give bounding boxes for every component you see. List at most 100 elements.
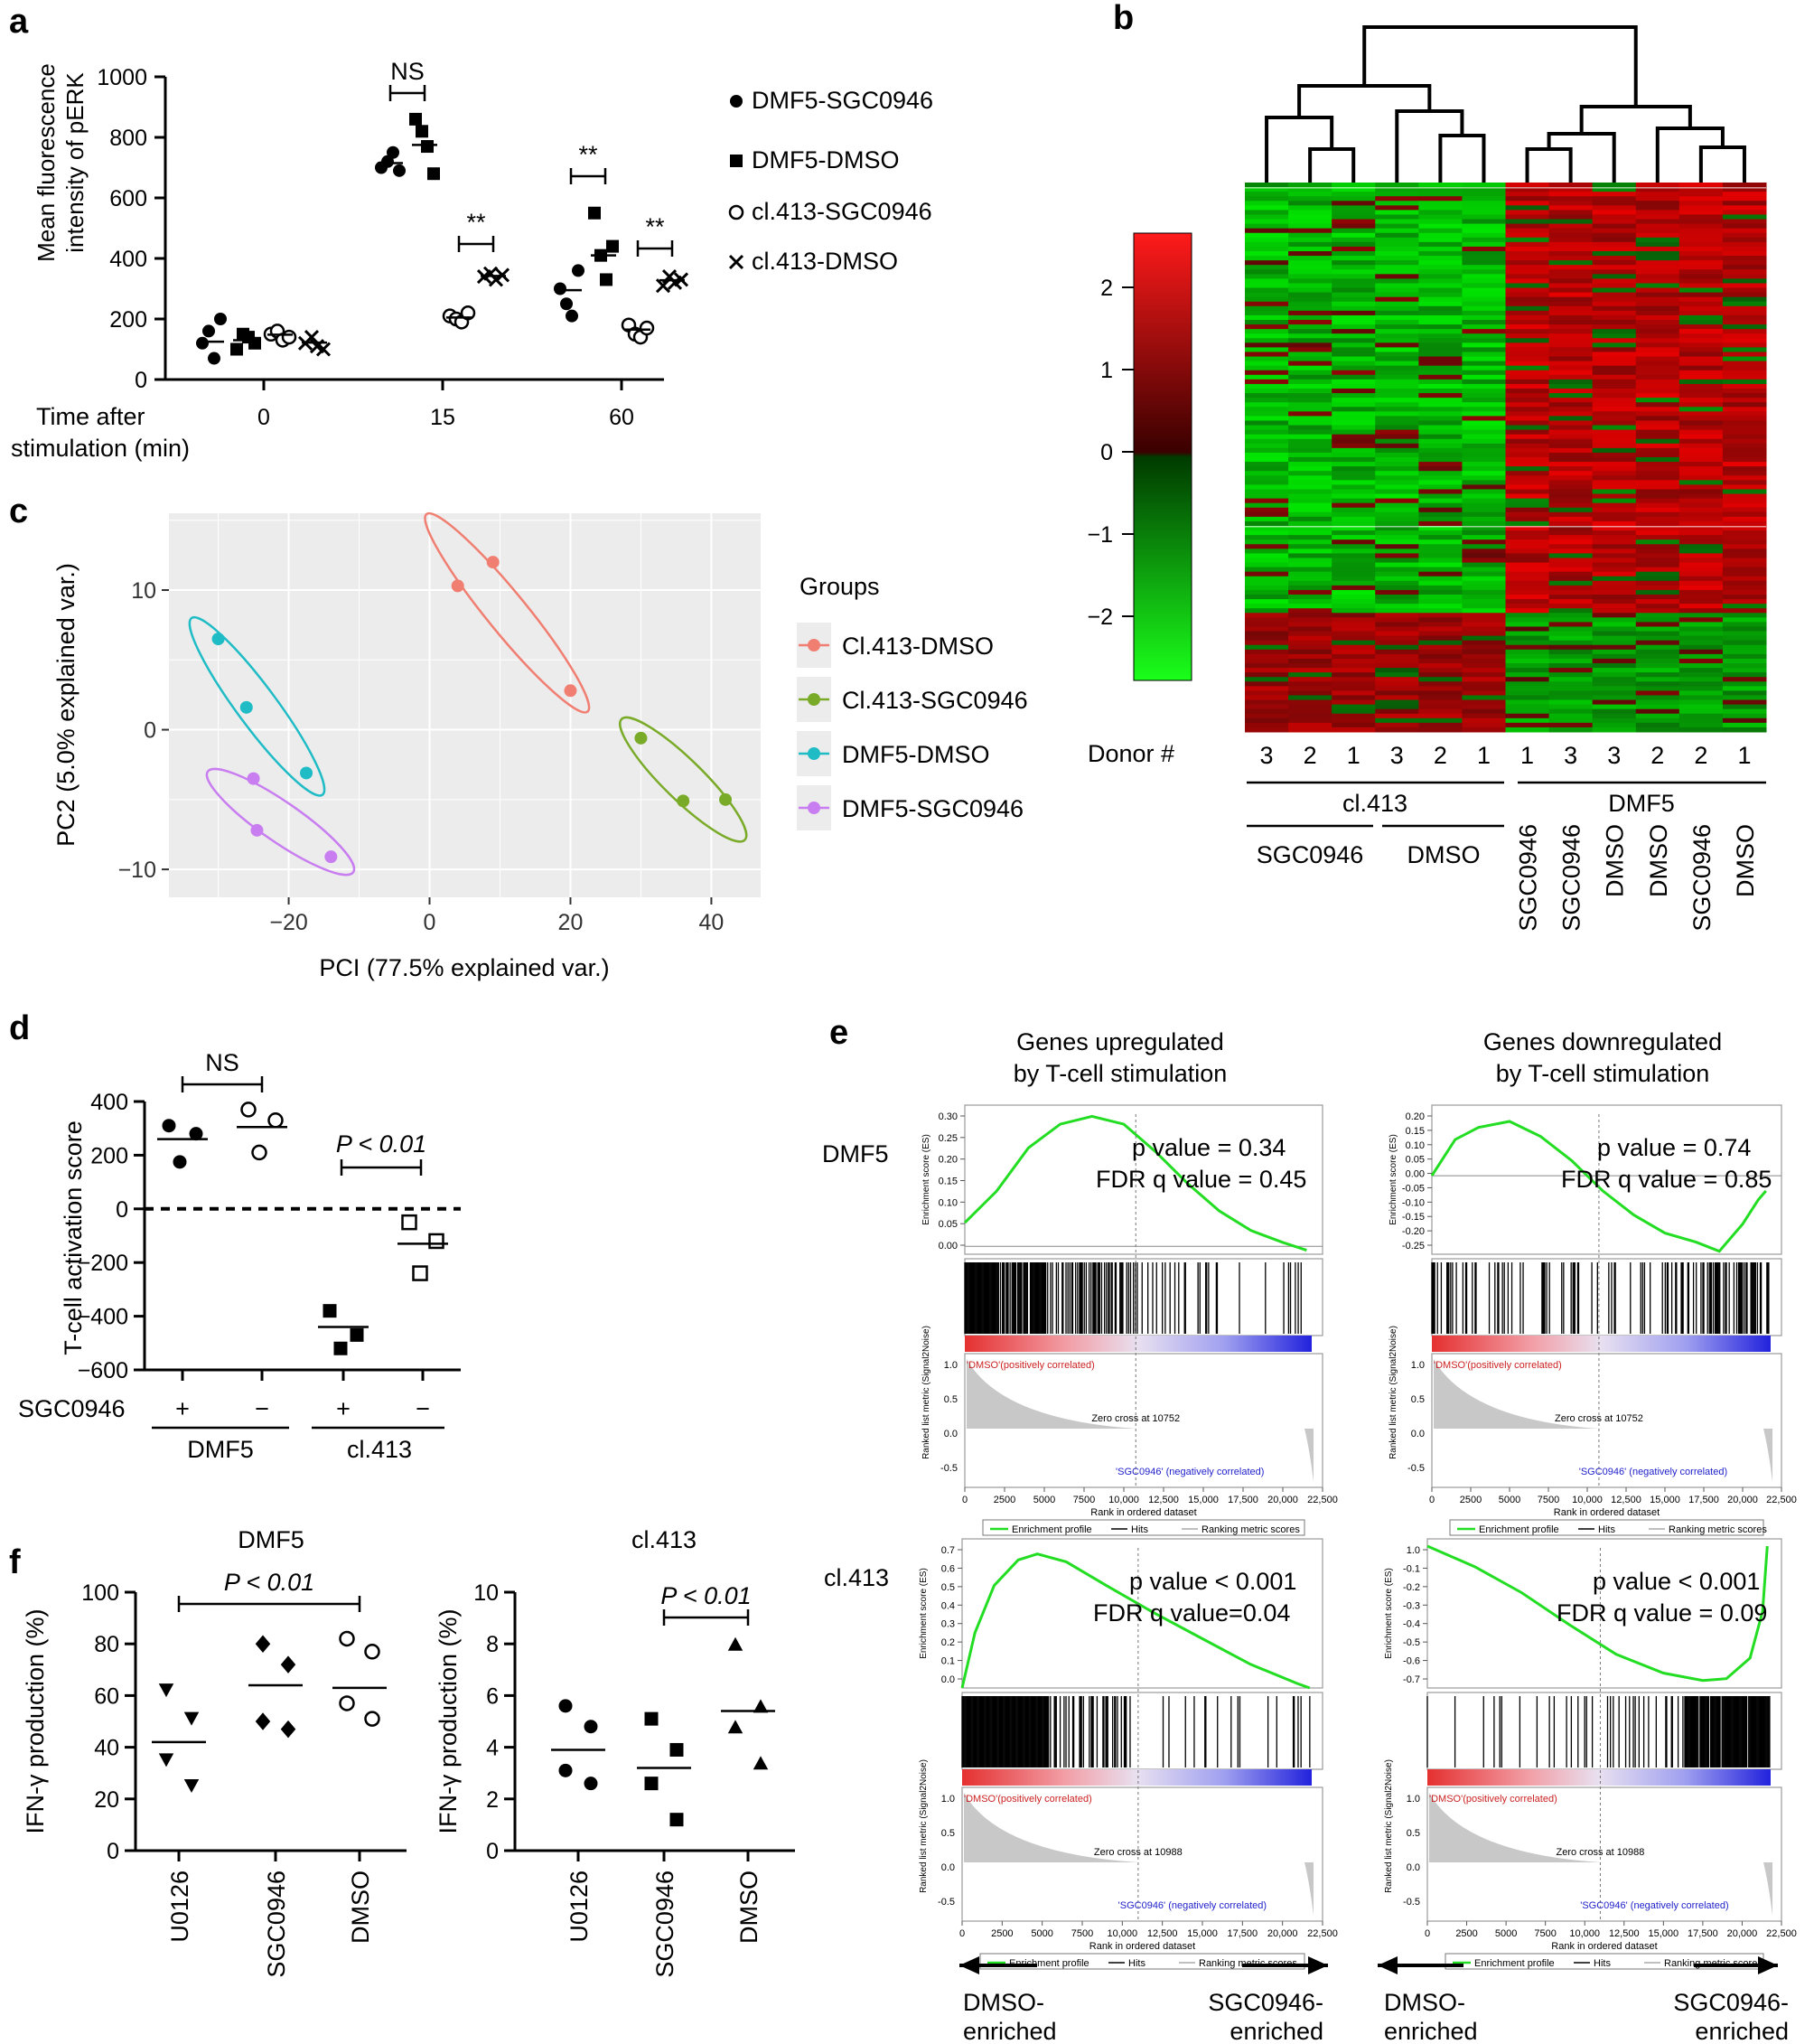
b-heat-cell — [1678, 558, 1724, 564]
b-heat-cell — [1678, 196, 1724, 202]
e-es-frame — [1426, 1538, 1782, 1689]
b-heat-cell — [1375, 576, 1419, 582]
a-legend-label: DMF5-SGC0946 — [752, 87, 933, 114]
b-heat-cell — [1635, 493, 1680, 500]
f-point — [727, 1720, 743, 1734]
b-heat-cell — [1245, 622, 1289, 627]
f-annot: P < 0.01 — [660, 1582, 751, 1609]
b-heat-cell — [1635, 526, 1680, 531]
b-heat-cell — [1678, 589, 1724, 595]
b-heat-cell — [1592, 613, 1637, 618]
b-heat-cell — [1418, 498, 1463, 504]
b-heat-cell — [1635, 677, 1680, 682]
f-title: cl.413 — [631, 1526, 697, 1553]
b-heat-cell — [1332, 274, 1376, 279]
b-heat-cell — [1375, 278, 1419, 284]
b-heat-cell — [1245, 526, 1289, 531]
a-point-DMF5-SGC0946 — [566, 309, 578, 323]
d-annot-ns: NS — [205, 1049, 239, 1076]
b-heat-cell — [1375, 589, 1419, 595]
b-heat-cell — [1288, 471, 1332, 476]
a-y-tick-label: 200 — [109, 307, 147, 333]
c-legend-dot — [808, 802, 820, 814]
b-heat-cell — [1462, 535, 1506, 540]
b-heat-cell — [1462, 237, 1506, 243]
b-heat-cell — [1418, 635, 1463, 642]
b-heat-cell — [1592, 658, 1637, 664]
b-heat-cell — [1505, 658, 1550, 664]
b-heat-cell — [1635, 320, 1680, 325]
a-point-DMF5-DMSO — [248, 336, 261, 350]
b-heat-cell — [1505, 668, 1550, 673]
b-heat-cell — [1722, 438, 1767, 445]
b-heat-cell — [1505, 201, 1550, 206]
b-heat-cell — [1288, 699, 1332, 706]
b-heat-cell — [1722, 223, 1767, 230]
b-heat-cell — [1418, 653, 1463, 660]
b-heat-cell — [1245, 269, 1289, 275]
b-heat-cell — [1375, 704, 1419, 710]
panel-label-d: d — [9, 1009, 30, 1047]
b-heat-cell — [1678, 342, 1724, 348]
b-heat-cell — [1505, 690, 1550, 696]
f-y-tick-label: 0 — [486, 1839, 499, 1864]
b-donor-number: 1 — [1737, 742, 1751, 769]
b-heat-cell — [1505, 553, 1550, 558]
d-point — [267, 1112, 284, 1129]
b-heat-cell — [1592, 608, 1637, 614]
b-heat-cell — [1462, 489, 1506, 495]
b-heat-cell — [1462, 690, 1506, 696]
b-heat-cell — [1288, 631, 1332, 637]
e-neg-label: 'SGC0946' (negatively correlated) — [1118, 1900, 1267, 1911]
b-heat-cell — [1635, 558, 1680, 564]
b-heat-cell — [1375, 310, 1419, 316]
b-heat-cell — [1548, 672, 1594, 678]
b-heat-cell — [1418, 553, 1463, 558]
b-heat-cell — [1548, 356, 1594, 362]
b-heat-cell — [1548, 576, 1594, 582]
b-heat-cell — [1678, 260, 1724, 266]
b-heat-cell — [1245, 558, 1289, 564]
b-heat-cell — [1592, 695, 1637, 701]
b-heat-cell — [1635, 507, 1680, 513]
f-point — [158, 1753, 174, 1767]
b-heat-cell — [1418, 241, 1463, 248]
b-heat-cell — [1462, 210, 1506, 215]
e-legend-metric-label: Ranking metric scores — [1669, 1524, 1767, 1535]
b-heat-cell — [1678, 553, 1724, 558]
b-heat-cell — [1678, 475, 1724, 481]
b-heat-cell — [1245, 530, 1289, 536]
b-heat-cell — [1462, 635, 1506, 642]
b-heat-cell — [1505, 361, 1550, 367]
b-heat-cell — [1635, 502, 1680, 509]
b-heat-cell — [1462, 192, 1506, 197]
b-heat-cell — [1462, 640, 1506, 646]
b-heat-cell — [1722, 374, 1767, 380]
b-heat-cell — [1462, 374, 1506, 380]
b-heat-cell — [1288, 278, 1332, 284]
f-y-label: IFN-γ production (%) — [435, 1608, 462, 1833]
b-heat-cell — [1462, 717, 1506, 724]
b-dendro-branch — [1395, 109, 1464, 183]
f-point — [753, 1699, 769, 1713]
b-heat-cell — [1678, 246, 1724, 252]
b-heat-cell — [1635, 342, 1680, 348]
b-heat-cell — [1592, 324, 1637, 330]
b-heat-cell — [1505, 228, 1550, 234]
b-heat-cell — [1548, 324, 1594, 330]
b-heat-cell — [1592, 530, 1637, 536]
b-heat-cell — [1332, 443, 1376, 449]
b-heat-cell — [1245, 383, 1289, 389]
f-y-tick-label: 0 — [107, 1839, 119, 1864]
b-heat-cell — [1288, 585, 1332, 591]
b-heat-cell — [1288, 301, 1332, 307]
b-heat-cell — [1722, 511, 1767, 518]
b-heat-cell — [1332, 210, 1376, 215]
a-x-tick-label: 0 — [257, 405, 270, 430]
b-heat-cell — [1332, 393, 1376, 398]
b-heat-cell — [1592, 595, 1637, 600]
b-heat-cell — [1288, 553, 1332, 558]
b-heat-cell — [1678, 214, 1724, 220]
b-heat-cell — [1332, 287, 1376, 294]
b-heat-cell — [1678, 416, 1724, 421]
